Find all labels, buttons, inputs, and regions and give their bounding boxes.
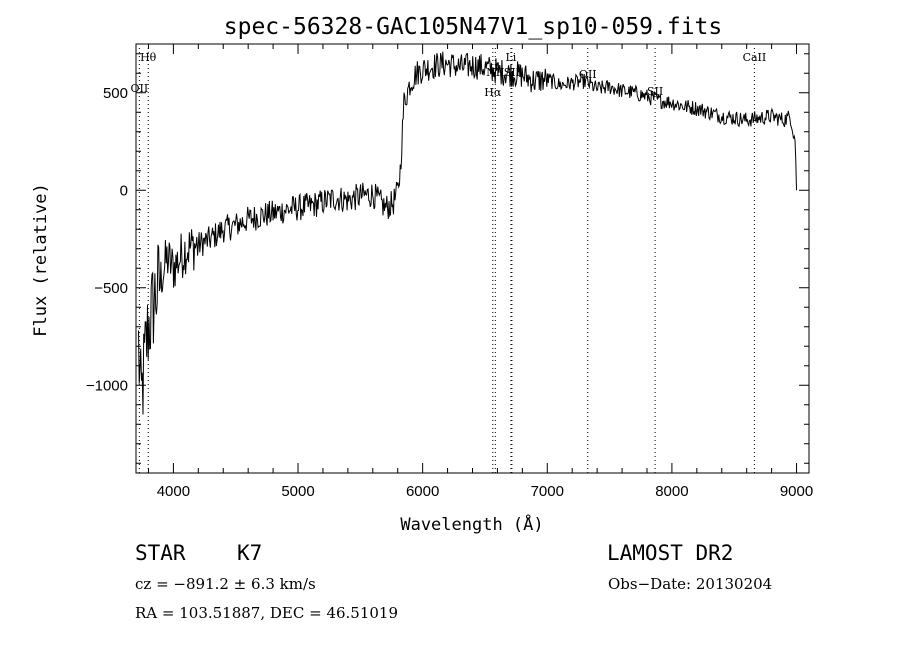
spectral-line-label: OII bbox=[131, 82, 149, 95]
spectral-line-label: Li bbox=[505, 51, 516, 64]
object-subclass: K7 bbox=[237, 541, 263, 565]
spectral-line-label: CaII bbox=[743, 51, 767, 64]
x-tick-label: 4000 bbox=[157, 483, 190, 500]
spectrum-series bbox=[138, 51, 797, 415]
spectral-line-label: OII bbox=[579, 68, 597, 81]
y-tick-label: −1000 bbox=[86, 377, 128, 394]
x-tick-label: 9000 bbox=[780, 483, 813, 500]
chart-title: spec-56328-GAC105N47V1_sp10-059.fits bbox=[224, 14, 723, 40]
spectral-line-label: Hα bbox=[484, 86, 502, 99]
cz-value: cz = −891.2 ± 6.3 km/s bbox=[135, 575, 316, 593]
obs-date: Obs−Date: 20130204 bbox=[608, 575, 773, 593]
y-tick-label: −500 bbox=[94, 280, 128, 297]
y-axis-label: Flux (relative) bbox=[31, 183, 51, 337]
x-tick-label: 5000 bbox=[281, 483, 314, 500]
axis-ticks bbox=[136, 44, 809, 473]
y-tick-label: 0 bbox=[120, 182, 128, 199]
y-tick-label: 500 bbox=[103, 85, 128, 102]
object-class: STAR bbox=[135, 541, 186, 565]
coordinates: RA = 103.51887, DEC = 46.51019 bbox=[135, 604, 399, 622]
x-tick-label: 7000 bbox=[531, 483, 564, 500]
tick-labels: 4000 5000 6000 7000 8000 9000 −1000 −500 0 500 bbox=[86, 85, 813, 500]
spectral-line-label: Hθ bbox=[140, 51, 157, 64]
spectrum-line bbox=[138, 51, 797, 415]
survey-name: LAMOST DR2 bbox=[607, 541, 734, 565]
x-tick-label: 8000 bbox=[655, 483, 688, 500]
x-tick-label: 6000 bbox=[406, 483, 439, 500]
x-axis-label: Wavelength (Å) bbox=[400, 513, 543, 535]
